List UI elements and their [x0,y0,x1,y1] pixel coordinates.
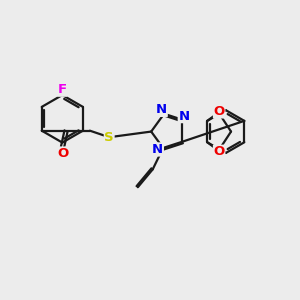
Text: F: F [58,83,67,96]
Text: S: S [104,131,114,144]
Text: N: N [178,110,189,123]
Text: N: N [152,143,163,156]
Text: O: O [214,145,225,158]
Text: N: N [156,103,167,116]
Text: O: O [214,105,225,118]
Text: O: O [57,147,68,160]
